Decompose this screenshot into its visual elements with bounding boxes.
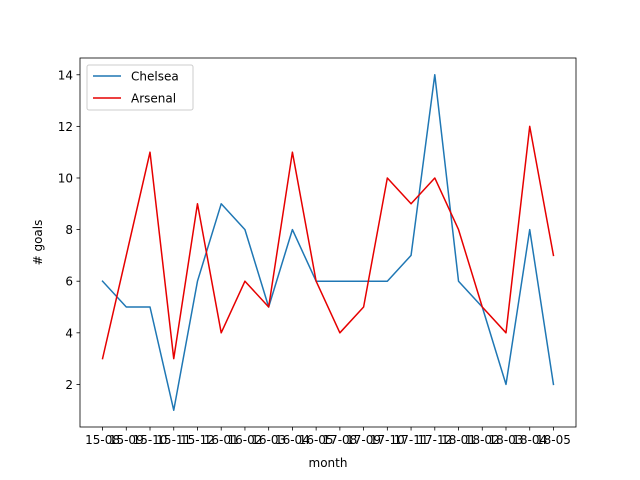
y-axis-label: # goals [31, 220, 45, 266]
x-tick-label: 15-10 [133, 433, 168, 447]
x-tick-label: 17-09 [346, 433, 381, 447]
x-tick-label: 15-09 [109, 433, 144, 447]
series-layer [101, 74, 555, 411]
y-tick-label: 4 [65, 326, 73, 340]
x-tick-label: 17-11 [394, 433, 429, 447]
x-tick-label: 16-03 [251, 433, 286, 447]
x-tick-label: 17-08 [322, 433, 357, 447]
x-tick-label: 18-01 [441, 433, 476, 447]
x-tick-label: 16-04 [275, 433, 310, 447]
legend-label-arsenal: Arsenal [131, 92, 176, 106]
x-axis-label: month [309, 456, 348, 470]
x-tick-label: 17-12 [417, 433, 452, 447]
y-tick-label: 12 [58, 120, 73, 134]
y-tick-label: 8 [65, 223, 73, 237]
plot-frame [79, 57, 577, 428]
x-tick-label: 18-04 [512, 433, 547, 447]
legend-label-chelsea: Chelsea [131, 70, 179, 84]
x-tick-label: 17-10 [370, 433, 405, 447]
x-tick-label: 16-01 [204, 433, 239, 447]
x-tick-label: 18-02 [465, 433, 500, 447]
x-tick-label: 15-12 [180, 433, 215, 447]
x-axis: 15-0815-0915-1015-1115-1216-0116-0216-03… [85, 427, 571, 447]
y-tick-label: 6 [65, 275, 73, 289]
x-tick-label: 15-11 [156, 433, 191, 447]
y-tick-label: 2 [65, 378, 73, 392]
y-axis: 2 4 6 8 10 12 14 [58, 68, 80, 392]
x-tick-label: 16-05 [299, 433, 334, 447]
x-tick-label: 15-08 [85, 433, 120, 447]
series-line-arsenal [101, 125, 555, 360]
legend: Chelsea Arsenal [86, 64, 194, 111]
series-line-chelsea [101, 74, 555, 411]
y-tick-label: 14 [58, 68, 73, 82]
y-tick-label: 10 [58, 171, 73, 185]
x-tick-label: 16-02 [228, 433, 263, 447]
x-tick-label: 18-05 [536, 433, 571, 447]
x-tick-label: 18-03 [489, 433, 524, 447]
